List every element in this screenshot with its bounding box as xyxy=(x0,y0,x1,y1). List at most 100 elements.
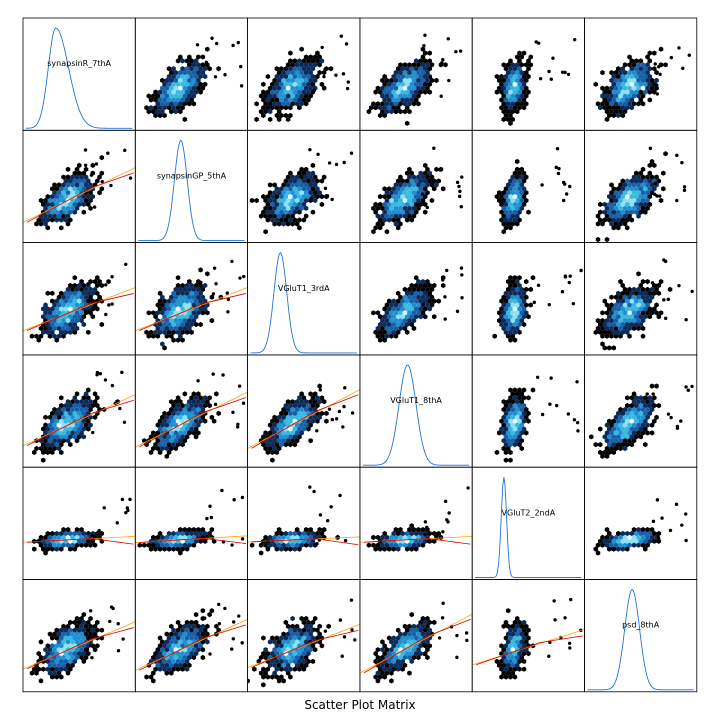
hexbin-cell xyxy=(95,178,100,184)
hexbin-cell xyxy=(494,194,500,200)
hexbin-cell xyxy=(178,101,183,107)
hexbin-cell xyxy=(288,530,293,537)
outlier-point xyxy=(89,312,93,317)
panel-synapsinR_7thA-vs-VGluT1_3rdA xyxy=(247,17,361,131)
hexbin-cell xyxy=(292,635,298,641)
hexbin-cell xyxy=(384,85,390,91)
hexbin-cell xyxy=(180,434,185,440)
outlier-point xyxy=(439,94,443,98)
hexbin-cell xyxy=(526,209,531,215)
hexbin-cell xyxy=(496,85,502,91)
hexbin-cell xyxy=(43,213,48,219)
hexbin-cell xyxy=(622,302,628,308)
hexbin-cell xyxy=(411,213,417,219)
hexbin-cell xyxy=(402,623,408,629)
hexbin-cell xyxy=(634,530,639,537)
hexbin-cell xyxy=(643,410,648,416)
outlier-point xyxy=(195,43,200,47)
hexbin-cell xyxy=(622,197,628,204)
hexbin-cell xyxy=(631,534,637,540)
hexbin-cell xyxy=(375,85,381,91)
hexbin-cell xyxy=(155,302,161,308)
hexbin-cell xyxy=(79,197,84,204)
hexbin-cell xyxy=(609,422,614,428)
hexbin-cell xyxy=(402,631,408,637)
hexbin-cell xyxy=(640,302,646,308)
hexbin-cell xyxy=(600,333,605,339)
hexbin-cell xyxy=(391,194,396,200)
hexbin-cell xyxy=(59,403,64,409)
outlier-point xyxy=(87,310,91,314)
hexbin-cell xyxy=(155,438,161,444)
panel-synapsinR_7thA-vs-VGluT1_8thA xyxy=(359,17,473,131)
outlier-point xyxy=(337,409,342,414)
hexbin-cell xyxy=(36,666,42,672)
hexbin-cell xyxy=(175,403,181,409)
hexbin-cell xyxy=(279,418,284,424)
hexbin-cell xyxy=(171,635,176,641)
hexbin-cell xyxy=(74,294,80,300)
hexbin-cell xyxy=(265,209,271,215)
hexbin-cell xyxy=(45,442,51,448)
hexbin-cell xyxy=(616,290,621,296)
outlier-point xyxy=(566,72,571,77)
hexbin-cell xyxy=(645,399,650,405)
hexbin-cell xyxy=(523,62,529,68)
hexbin-cell xyxy=(503,209,509,215)
hexbin-cell xyxy=(402,654,408,661)
hexbin-cell xyxy=(517,619,522,625)
hexbin-cell xyxy=(377,666,383,672)
hexbin-cell xyxy=(611,434,617,440)
hexbin-cell xyxy=(169,109,174,115)
hexbin-cell xyxy=(265,73,271,80)
hexbin-cell xyxy=(629,105,635,111)
hexbin-cell xyxy=(160,310,165,316)
hexbin-cell xyxy=(34,670,39,676)
hexbin-cell xyxy=(512,651,518,657)
hexbin-cell xyxy=(297,651,302,657)
hexbin-cell xyxy=(503,186,509,192)
hexbin-cell xyxy=(510,85,515,91)
hexbin-cell xyxy=(301,403,307,409)
hexbin-cell xyxy=(43,647,48,653)
hexbin-cell xyxy=(629,434,635,440)
hexbin-cell xyxy=(512,442,518,448)
hexbin-cell xyxy=(503,290,509,296)
hexbin-cell xyxy=(373,105,378,111)
hexbin-cell xyxy=(63,321,69,328)
hexbin-cell xyxy=(514,391,520,397)
hexbin-cell xyxy=(182,654,188,661)
hexbin-cell xyxy=(629,306,635,312)
panel-VGluT1_8thA-vs-VGluT2_2ndA xyxy=(471,354,585,468)
hexbin-cell xyxy=(193,627,199,633)
hexbin-cell xyxy=(496,310,502,316)
hexbin-cell xyxy=(622,430,628,436)
hexbin-cell xyxy=(301,619,307,625)
hexbin-cell xyxy=(616,186,621,192)
hexbin-cell xyxy=(389,333,394,339)
density-curve-psd_8thA xyxy=(587,588,694,691)
hexbin-cell xyxy=(45,449,51,455)
hexbin-cell xyxy=(61,623,66,629)
hexbin-cell xyxy=(499,666,504,672)
hexbin-cell xyxy=(166,66,172,72)
hexbin-cell xyxy=(166,530,172,537)
hexbin-cell xyxy=(398,639,403,645)
outlier-point xyxy=(662,298,666,302)
hexbin-cell xyxy=(263,542,268,548)
hexbin-cell xyxy=(413,306,419,312)
hexbin-cell xyxy=(50,329,55,335)
hexbin-cell xyxy=(638,66,644,72)
outlier-point xyxy=(231,43,235,48)
hexbin-cell xyxy=(70,639,75,645)
hexbin-cell xyxy=(595,213,601,219)
hexbin-cell xyxy=(77,282,82,289)
hexbin-cell xyxy=(306,426,311,432)
hexbin-cell xyxy=(171,73,176,80)
hexbin-cell xyxy=(308,190,313,196)
hexbin-cell xyxy=(310,530,316,537)
hexbin-cell xyxy=(607,329,612,335)
panel-frame xyxy=(134,129,249,244)
outlier-point xyxy=(425,525,429,529)
